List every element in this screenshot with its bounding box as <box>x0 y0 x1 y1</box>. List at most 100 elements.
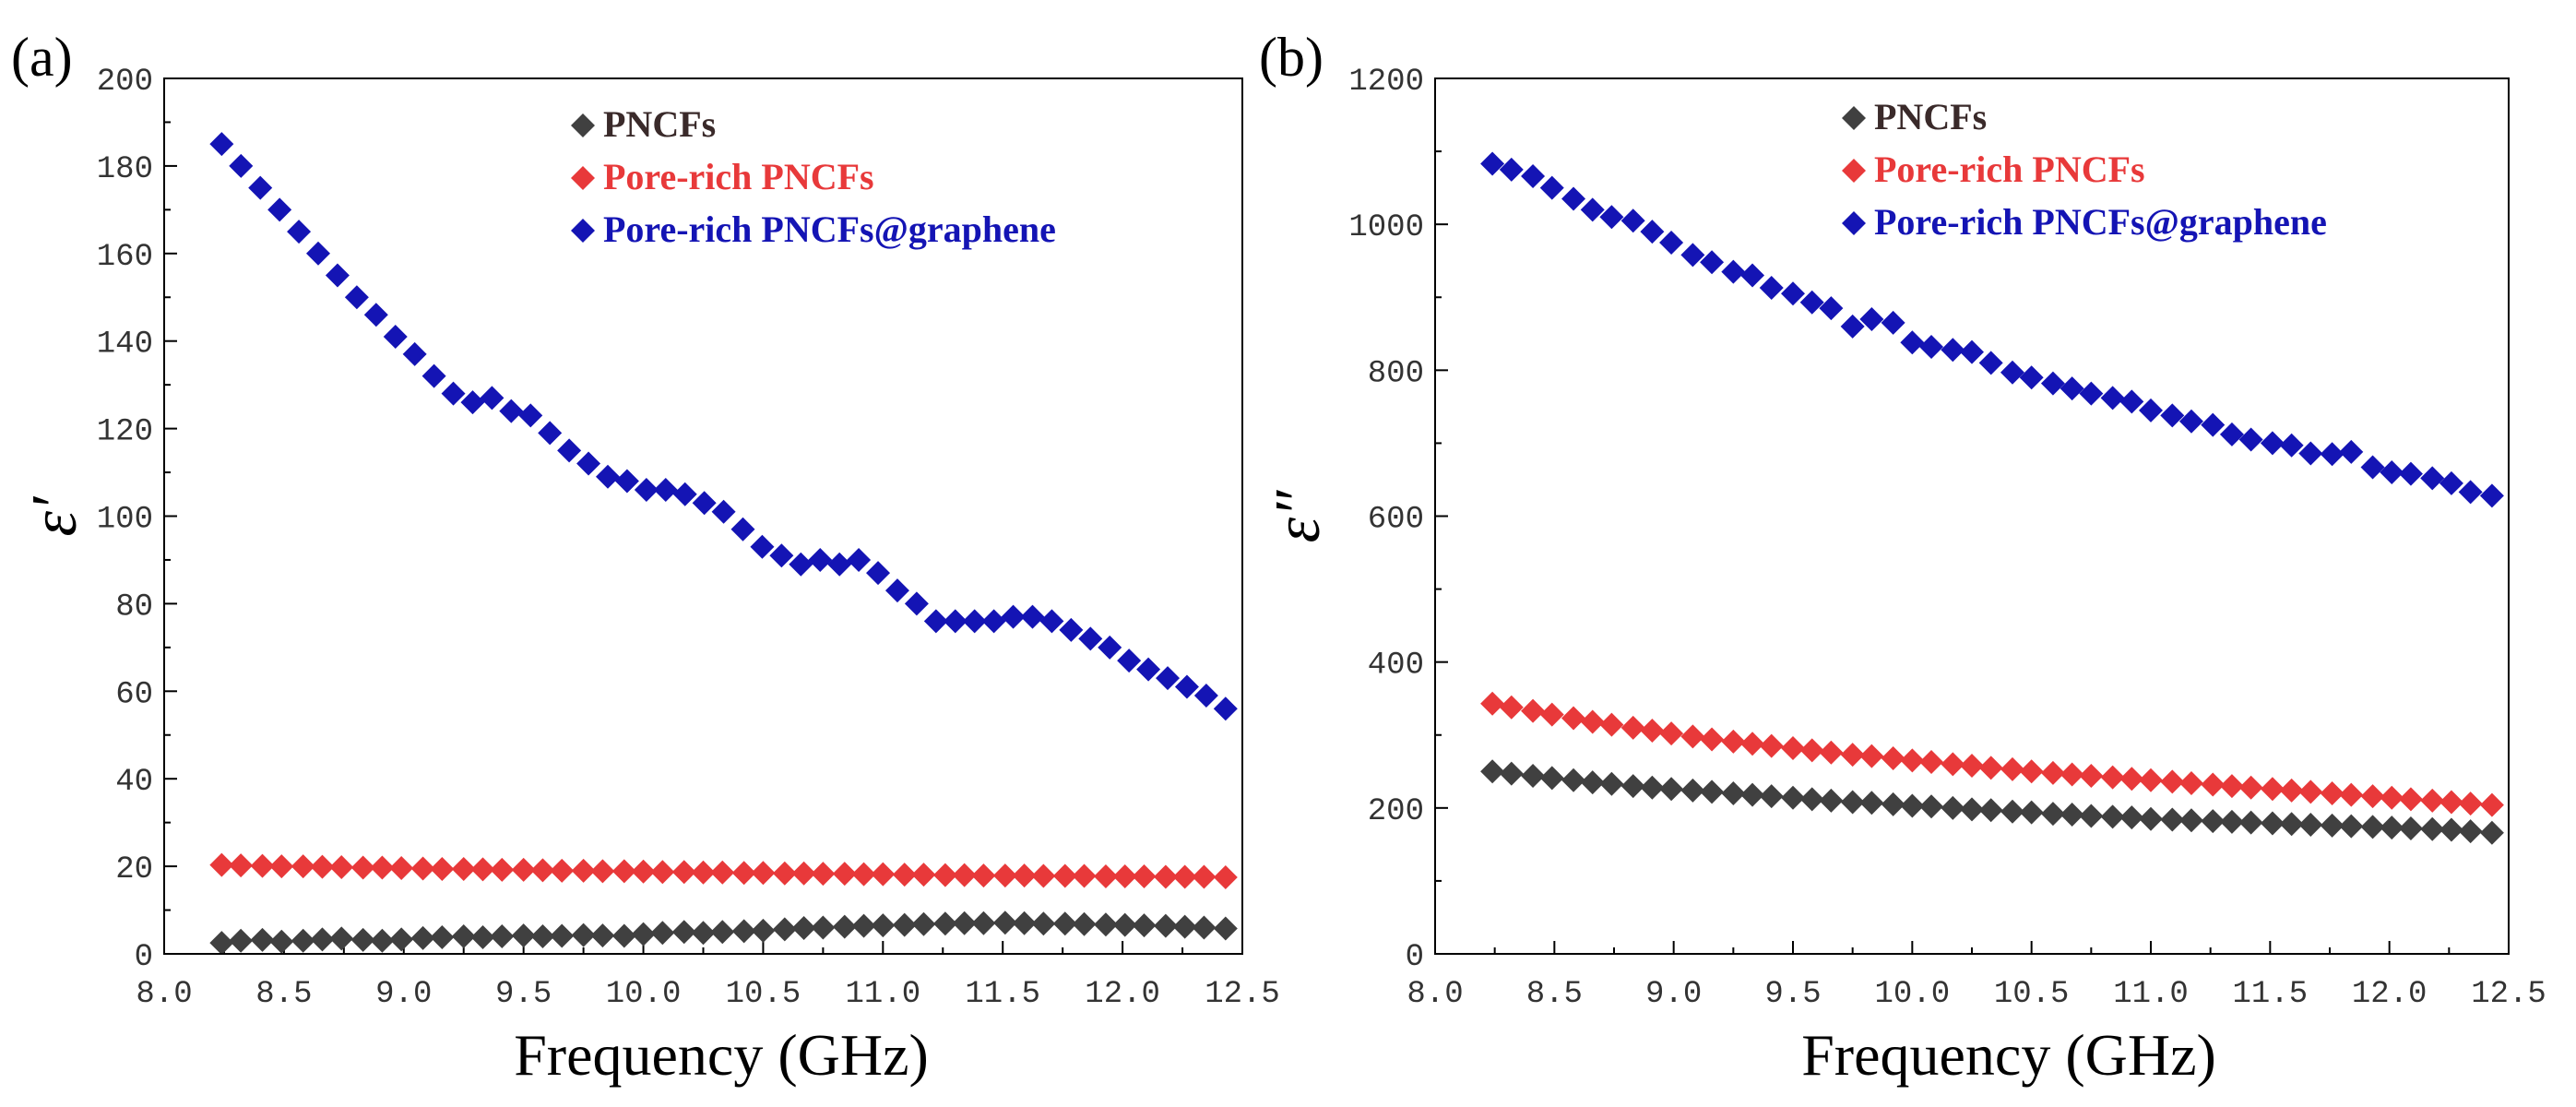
x-tick-label: 11.5 <box>965 977 1040 1012</box>
y-tick-label: 180 <box>97 152 153 187</box>
x-tick-label: 9.5 <box>1764 977 1821 1012</box>
data-point <box>791 861 816 886</box>
data-point <box>1819 788 1844 813</box>
data-point <box>772 861 797 886</box>
data-point <box>1112 912 1137 937</box>
data-point <box>2479 820 2504 845</box>
data-point <box>1052 911 1077 936</box>
data-point <box>2000 799 2024 824</box>
data-point <box>932 911 957 936</box>
data-point <box>1580 197 1605 222</box>
data-point <box>789 552 813 577</box>
data-point <box>2380 785 2404 810</box>
data-point <box>884 578 909 603</box>
y-tick-label: 200 <box>97 65 153 100</box>
data-point <box>571 922 596 947</box>
data-point <box>530 858 555 883</box>
data-point <box>1192 864 1217 889</box>
data-point <box>2420 816 2445 841</box>
data-point <box>892 863 917 887</box>
data-point <box>511 923 536 948</box>
legend-marker <box>1842 211 1866 235</box>
data-point <box>1680 724 1705 749</box>
data-point <box>2040 760 2065 785</box>
data-point <box>2040 371 2065 396</box>
y-tick-label: 140 <box>97 327 153 363</box>
data-point <box>751 918 776 943</box>
series-pore-rich-pncfs <box>209 852 1238 889</box>
data-point <box>1740 782 1765 807</box>
panel-b: (b) ε″ Frequency (GHz) 8.0 8.5 9.0 9.5 10.0 1… <box>1259 27 2546 1088</box>
data-point <box>1117 649 1142 673</box>
data-point <box>2019 800 2044 825</box>
data-point <box>1721 781 1746 806</box>
panel-b-legend: PNCFs Pore-rich PNCFs Pore-rich PNCFs@grap… <box>1842 96 2327 243</box>
data-point <box>808 547 833 572</box>
data-point <box>923 609 948 634</box>
data-point <box>2279 778 2304 803</box>
y-tick-label: 120 <box>97 415 153 450</box>
data-point <box>911 863 936 887</box>
data-point <box>1759 275 1784 300</box>
data-point <box>410 925 435 950</box>
x-tick-label: 11.0 <box>846 977 921 1012</box>
data-point <box>2398 815 2423 840</box>
data-point <box>2479 792 2504 817</box>
data-point <box>490 924 515 949</box>
legend-label: Pore-rich PNCFs <box>1874 149 2145 190</box>
data-point <box>1098 635 1122 660</box>
data-point <box>2119 389 2144 414</box>
data-point <box>892 912 917 937</box>
data-point <box>2238 775 2263 800</box>
data-point <box>1132 864 1157 889</box>
data-point <box>329 926 354 951</box>
legend-label: PNCFs <box>603 103 716 145</box>
x-tick-label: 8.5 <box>255 977 312 1012</box>
data-point <box>2339 782 2364 807</box>
panel-a-xlabel: Frequency (GHz) <box>514 1022 929 1088</box>
data-point <box>992 911 1017 935</box>
data-point <box>1881 792 1905 816</box>
legend-marker <box>1842 106 1866 130</box>
data-point <box>2298 780 2323 804</box>
data-point <box>1213 864 1238 889</box>
data-point <box>981 609 1006 634</box>
data-point <box>1039 609 1064 634</box>
legend-label: Pore-rich PNCFs@graphene <box>1874 201 2327 243</box>
data-point <box>1620 774 1645 799</box>
data-point <box>1781 785 1805 810</box>
data-point <box>306 241 331 266</box>
data-point <box>2398 461 2423 486</box>
data-point <box>952 911 977 935</box>
data-point <box>310 927 335 952</box>
y-tick-label: 400 <box>1368 649 1424 684</box>
data-point <box>2439 817 2463 842</box>
data-point <box>653 478 678 503</box>
data-point <box>631 859 656 884</box>
data-point <box>1819 740 1844 765</box>
data-point <box>209 852 234 877</box>
legend-marker <box>571 113 595 137</box>
data-point <box>1759 784 1784 809</box>
panel-b-ylabel: ε″ <box>1263 490 1334 543</box>
data-point <box>576 451 601 476</box>
data-point <box>1799 787 1824 812</box>
data-point <box>1859 744 1884 768</box>
data-point <box>1499 695 1524 720</box>
data-point <box>2178 808 2203 833</box>
x-tick-label: 8.0 <box>136 977 192 1012</box>
x-tick-label: 10.0 <box>606 977 682 1012</box>
data-point <box>1012 863 1037 888</box>
x-tick-label: 12.5 <box>2471 977 2546 1012</box>
data-point <box>2420 788 2445 813</box>
data-point <box>1740 732 1765 756</box>
data-point <box>2479 483 2504 508</box>
data-point <box>2458 819 2483 844</box>
panel-a-legend: PNCFs Pore-rich PNCFs Pore-rich PNCFs@grap… <box>571 103 1056 250</box>
data-point <box>811 862 836 887</box>
data-point <box>1599 712 1624 737</box>
data-point <box>1799 738 1824 763</box>
data-point <box>2160 403 2185 428</box>
data-point <box>1900 748 1925 773</box>
data-point <box>571 858 596 883</box>
